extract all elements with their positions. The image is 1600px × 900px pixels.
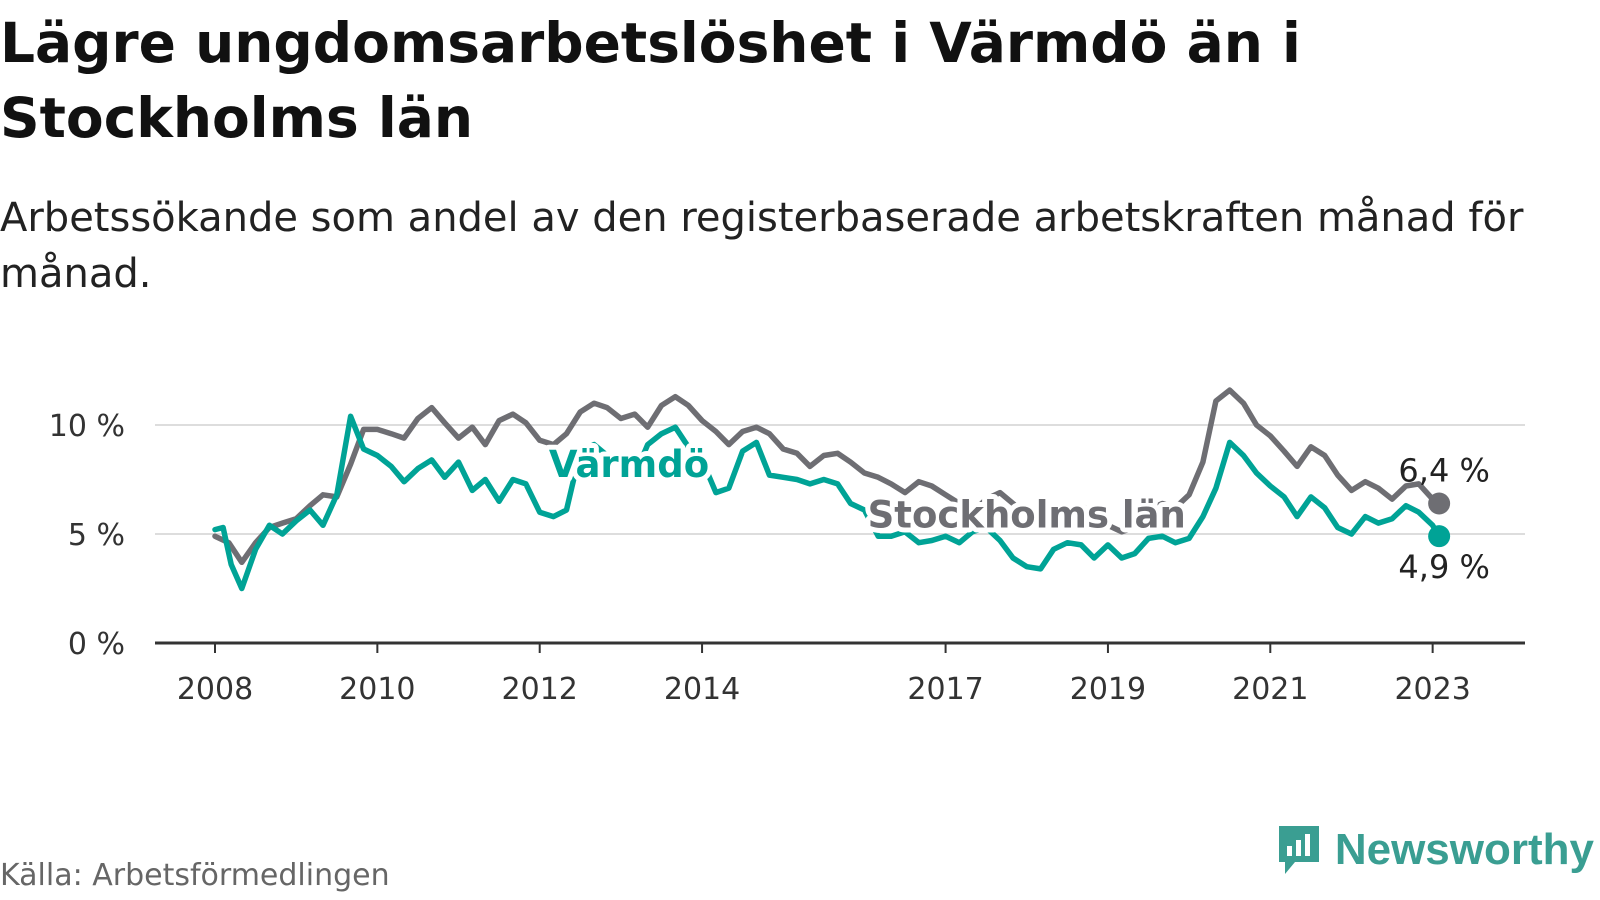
source-note: Källa: Arbetsförmedlingen bbox=[0, 858, 390, 893]
series-label-stockholm: Stockholms län bbox=[868, 493, 1186, 536]
end-point-stockholm bbox=[1428, 492, 1451, 515]
line-chart: 0 % 5 % 10 % 2008 2010 2012 2014 2017 2019 2021 20… bbox=[49, 387, 1525, 707]
chart-subtitle: Arbetssökande som andel av den registerb… bbox=[0, 195, 1524, 297]
series-labels: Värmdö Stockholms län bbox=[544, 438, 1191, 541]
y-tick-label: 5 % bbox=[68, 518, 125, 553]
x-tick-label: 2017 bbox=[907, 672, 983, 707]
series-label-varmdo: Värmdö bbox=[549, 443, 709, 486]
x-tick-label: 2012 bbox=[502, 672, 578, 707]
x-tick-label: 2010 bbox=[339, 672, 415, 707]
brand-logo[interactable]: Newsworthy bbox=[1275, 822, 1594, 878]
series-line-varmdo bbox=[212, 413, 1442, 592]
end-point-varmdo bbox=[1428, 525, 1451, 548]
end-value-label-varmdo: 4,9 % bbox=[1398, 548, 1489, 586]
series-line-stockholm bbox=[212, 387, 1442, 566]
x-tick-label: 2023 bbox=[1394, 672, 1470, 707]
x-tick-label: 2014 bbox=[664, 672, 740, 707]
newsworthy-logo-icon bbox=[1278, 826, 1319, 874]
y-tick-label: 0 % bbox=[68, 627, 125, 662]
x-tick-label: 2019 bbox=[1070, 672, 1146, 707]
series-lines bbox=[212, 387, 1442, 592]
end-markers: 6,4 % 4,9 % bbox=[1398, 451, 1489, 586]
x-tick-label: 2008 bbox=[177, 672, 253, 707]
x-tick-label: 2021 bbox=[1232, 672, 1308, 707]
y-tick-label: 10 % bbox=[49, 409, 125, 444]
chart-title: Lägre ungdomsarbetslöshet i Värmdö än i … bbox=[0, 11, 1301, 150]
end-value-label-stockholm: 6,4 % bbox=[1398, 451, 1489, 489]
brand-name: Newsworthy bbox=[1334, 825, 1594, 874]
grid-lines: 0 % 5 % 10 % 2008 2010 2012 2014 2017 2019 2021 20… bbox=[49, 409, 1525, 707]
